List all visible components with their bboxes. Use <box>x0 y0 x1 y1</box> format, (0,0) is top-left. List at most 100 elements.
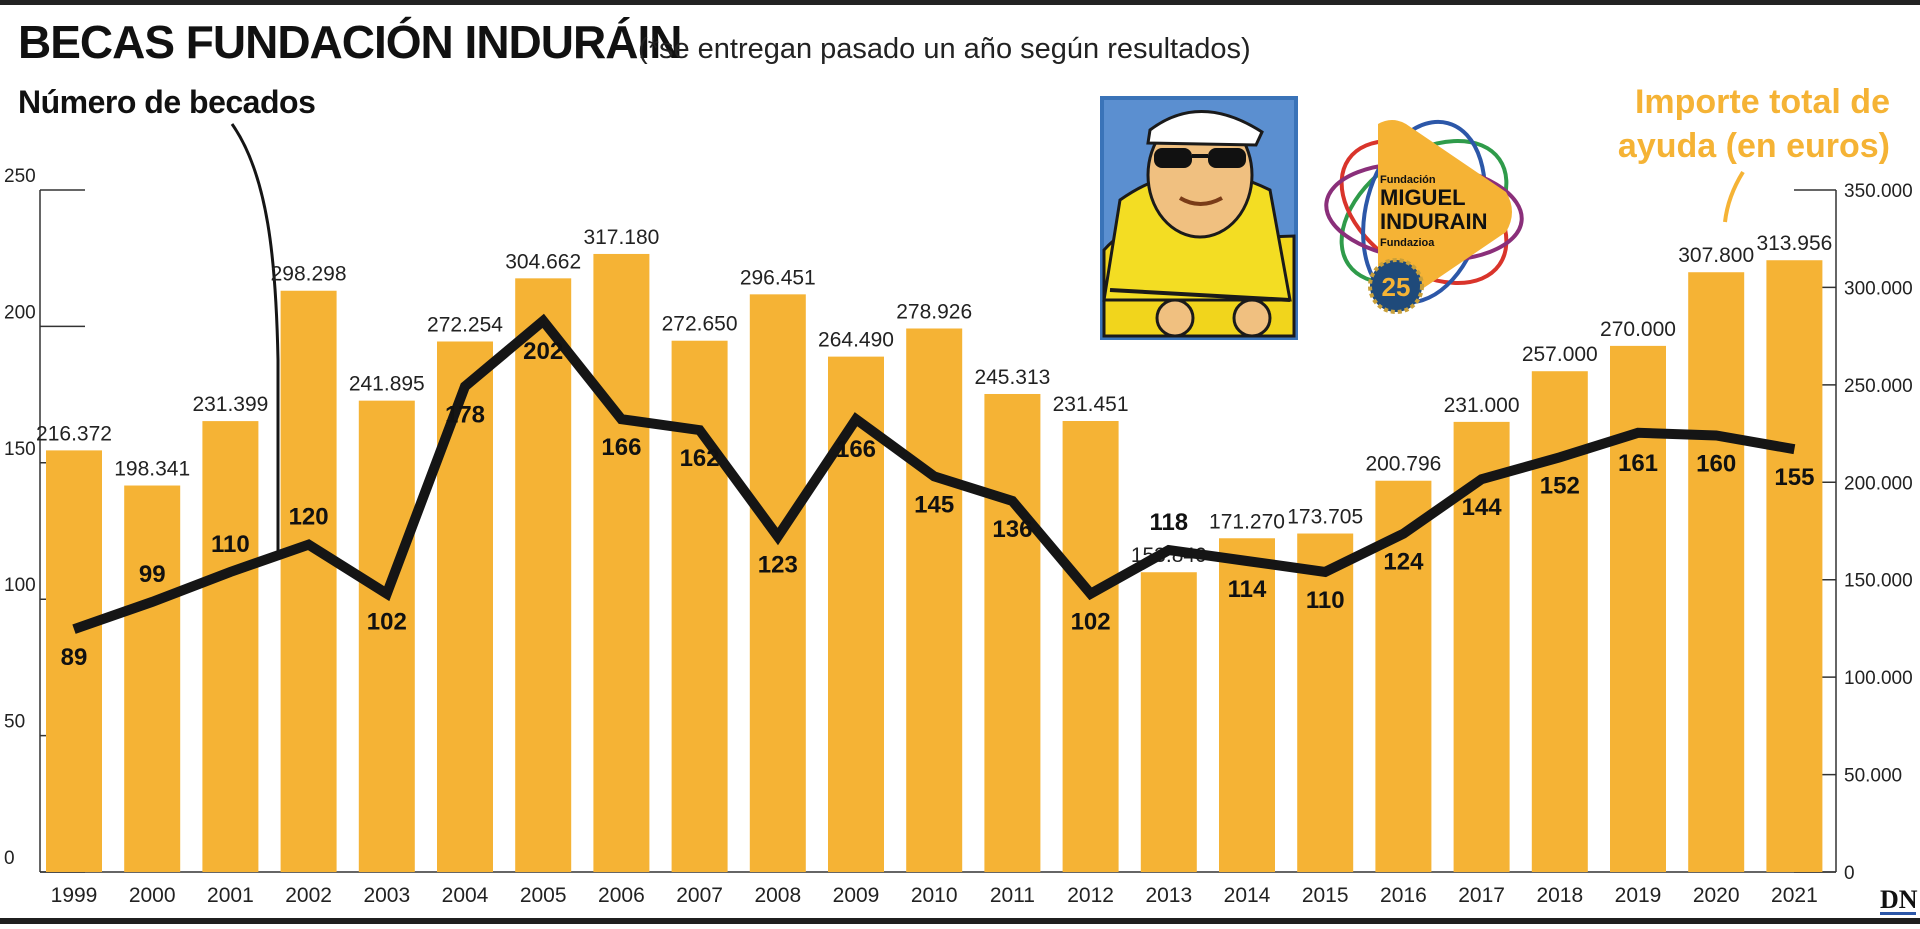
foundation-logo: Fundación MIGUEL INDURAIN Fundazioa 25 <box>1315 108 1532 316</box>
line-value-label: 110 <box>1306 587 1345 614</box>
chart-title: BECAS FUNDACIÓN INDURÁIN <box>18 16 681 68</box>
line-value-label: 145 <box>914 491 954 518</box>
line-value-label: 136 <box>992 516 1032 543</box>
bar-value-label: 313.956 <box>1756 232 1832 255</box>
right-series-label-line1: Importe total de <box>1635 83 1890 121</box>
right-tick-label: 50.000 <box>1844 766 1902 787</box>
left-tick-label: 250 <box>4 166 36 187</box>
bar <box>281 291 337 872</box>
logo-line2: INDURAIN <box>1380 209 1488 234</box>
left-tick-label: 0 <box>4 848 15 869</box>
line-value-label: 178 <box>445 401 485 428</box>
logo-line1: MIGUEL <box>1380 185 1466 210</box>
bar-value-label: 296.451 <box>740 266 816 289</box>
top-rule <box>0 0 1920 5</box>
bar-value-label: 171.270 <box>1209 510 1285 533</box>
right-tick-label: 200.000 <box>1844 473 1913 494</box>
x-tick-label: 2020 <box>1693 884 1740 907</box>
line-value-label: 166 <box>601 434 641 461</box>
x-tick-label: 2001 <box>207 884 254 907</box>
line-value-label: 102 <box>367 609 407 636</box>
chart-subtitle: (*se entregan pasado un año según result… <box>638 33 1251 65</box>
bar <box>124 486 180 872</box>
bar-value-label: 257.000 <box>1522 343 1598 366</box>
x-tick-label: 2016 <box>1380 884 1427 907</box>
x-tick-label: 2011 <box>990 884 1035 907</box>
right-label-pointer <box>1725 172 1743 222</box>
bar-value-label: 231.451 <box>1053 393 1129 416</box>
x-tick-label: 2012 <box>1067 884 1114 907</box>
bar-value-label: 245.313 <box>974 366 1050 389</box>
x-tick-label: 2010 <box>911 884 958 907</box>
bar <box>515 278 571 872</box>
x-tick-label: 2014 <box>1224 884 1271 907</box>
line-value-label: 161 <box>1618 450 1658 477</box>
x-tick-label: 2006 <box>598 884 645 907</box>
bar-value-label: 264.490 <box>818 329 894 352</box>
x-tick-label: 2008 <box>754 884 801 907</box>
bar <box>593 254 649 872</box>
bar-value-label: 216.372 <box>36 422 112 445</box>
bar <box>750 294 806 872</box>
x-tick-label: 2013 <box>1145 884 1192 907</box>
x-tick-label: 2019 <box>1615 884 1662 907</box>
line-value-label: 123 <box>758 551 798 578</box>
line-value-label: 152 <box>1540 472 1580 499</box>
publisher-credit: DN <box>1880 885 1918 914</box>
left-tick-label: 100 <box>4 575 36 596</box>
line-value-label: 120 <box>289 504 329 531</box>
line-value-label: 144 <box>1462 494 1503 521</box>
right-series-label-line2: ayuda (en euros) <box>1618 127 1890 165</box>
bar-value-label: 317.180 <box>583 226 659 249</box>
line-value-label: 124 <box>1383 549 1424 576</box>
publisher-credit-underline <box>1880 912 1916 915</box>
x-tick-label: 2015 <box>1302 884 1349 907</box>
x-tick-label: 2018 <box>1536 884 1583 907</box>
bar-value-label: 241.895 <box>349 373 425 396</box>
line-value-label: 114 <box>1228 576 1267 603</box>
bar <box>1141 572 1197 872</box>
bar <box>1688 272 1744 872</box>
left-series-label: Número de becados <box>18 84 315 120</box>
bar-value-label: 231.000 <box>1444 394 1520 417</box>
bar-value-label: 272.254 <box>427 313 503 336</box>
right-tick-label: 350.000 <box>1844 181 1913 202</box>
bar-value-label: 298.298 <box>271 263 347 286</box>
line-value-label: 155 <box>1774 464 1814 491</box>
bar <box>1063 421 1119 872</box>
x-tick-label: 2003 <box>363 884 410 907</box>
bar-value-label: 173.705 <box>1287 506 1363 529</box>
bar-value-label: 231.399 <box>192 393 268 416</box>
line-value-label: 162 <box>680 445 720 472</box>
x-tick-label: 2017 <box>1458 884 1505 907</box>
x-tick-label: 2007 <box>676 884 723 907</box>
line-value-label: 202 <box>523 338 563 365</box>
bar-value-label: 278.926 <box>896 300 972 323</box>
right-tick-label: 0 <box>1844 863 1855 884</box>
cyclist-illustration <box>1100 96 1298 340</box>
bar <box>1766 260 1822 872</box>
line-value-label: 99 <box>139 561 166 588</box>
line-value-label: 110 <box>211 531 250 558</box>
bar-value-label: 272.650 <box>662 313 738 336</box>
bar <box>984 394 1040 872</box>
left-tick-label: 50 <box>4 712 25 733</box>
left-tick-label: 150 <box>4 439 36 460</box>
x-tick-label: 2004 <box>442 884 489 907</box>
right-tick-label: 150.000 <box>1844 571 1913 592</box>
x-tick-label: 2000 <box>129 884 176 907</box>
x-tick-label: 2021 <box>1771 884 1818 907</box>
bar <box>359 401 415 872</box>
left-tick-label: 200 <box>4 302 36 323</box>
bar <box>1610 346 1666 872</box>
bar <box>202 421 258 872</box>
line-value-label: 166 <box>836 436 876 463</box>
bar-value-label: 304.662 <box>505 250 581 273</box>
bar <box>906 328 962 872</box>
bar-value-label: 200.796 <box>1365 453 1441 476</box>
bar-value-label: 307.800 <box>1678 244 1754 267</box>
line-value-label: 89 <box>61 644 88 671</box>
x-tick-label: 2009 <box>833 884 880 907</box>
